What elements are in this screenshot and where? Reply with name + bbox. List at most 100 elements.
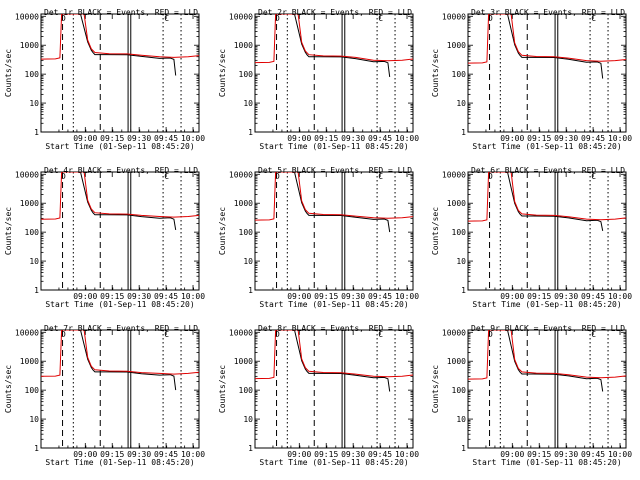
y-tick-label: 10 [456,99,466,108]
x-tick-label: 09:00 [500,134,524,143]
marker-label-c: C [591,172,596,181]
x-tick-label: 09:45 [581,134,605,143]
y-tick-label: 1000 [20,357,39,366]
y-tick-label: 10 [456,257,466,266]
x-tick-label: 09:00 [73,134,97,143]
x-axis-label: Start Time (01-Sep-11 08:45:20) [472,458,621,467]
x-axis-label: Start Time (01-Sep-11 08:45:20) [259,142,408,151]
marker-label-d: D [61,14,66,23]
x-tick-label: 09:30 [341,134,365,143]
y-tick-label: 100 [239,70,254,79]
y-tick-label: 1000 [20,199,39,208]
marker-label-c: C [164,330,169,339]
x-tick-label: 09:30 [341,450,365,459]
marker-label-c: C [378,330,383,339]
panel-title: Det 5r BLACK = Events, RED = LLD [258,166,412,175]
x-tick-label: 10:00 [181,292,205,301]
x-axis-label: Start Time (01-Sep-11 08:45:20) [45,300,194,309]
y-tick-label: 100 [452,386,467,395]
x-tick-label: 09:45 [368,450,392,459]
y-tick-label: 1000 [447,199,466,208]
chart-panel-6: 1 10 100 1000 10000 09:00 09:15 09:30 09:45 10:00… [431,166,632,309]
y-tick-label: 10 [29,415,39,424]
y-axis-label: Counts/sec [4,365,13,413]
y-tick-label: 1 [34,286,39,295]
y-tick-label: 10000 [15,12,39,21]
events-series-line [507,14,604,79]
x-tick-label: 09:00 [287,450,311,459]
y-tick-label: 1000 [20,41,39,50]
y-axis-label: Counts/sec [431,365,440,413]
x-tick-label: 09:30 [127,134,151,143]
chart-panel-8: 1 10 100 1000 10000 09:00 09:15 09:30 09:45 10:00… [218,324,419,467]
y-tick-label: 100 [25,386,40,395]
marker-label-d: D [61,330,66,339]
x-tick-label: 09:15 [527,292,551,301]
x-tick-label: 10:00 [608,292,632,301]
events-series-line [294,330,391,392]
panel-title: Det 2r BLACK = Events, RED = LLD [258,8,412,17]
plot-frame [40,171,200,291]
plot-frame [40,329,200,449]
y-tick-label: 10000 [15,170,39,179]
y-axis-label: Counts/sec [218,207,227,255]
x-axis-label: Start Time (01-Sep-11 08:45:20) [259,300,408,309]
y-axis-label: Counts/sec [218,49,227,97]
marker-label-d: D [275,14,280,23]
y-tick-label: 1000 [234,199,253,208]
plot-frame [254,13,414,133]
marker-label-d: D [488,14,493,23]
x-tick-label: 09:45 [154,292,178,301]
x-tick-label: 09:30 [127,292,151,301]
x-tick-label: 09:15 [100,134,124,143]
y-tick-label: 10 [243,257,253,266]
y-tick-label: 100 [25,70,40,79]
y-axis-label: Counts/sec [431,207,440,255]
marker-label-c: C [378,14,383,23]
y-tick-label: 10 [456,415,466,424]
x-tick-label: 09:15 [527,134,551,143]
plot-frame [467,13,627,133]
marker-label-d: D [488,330,493,339]
plot-frame [467,171,627,291]
x-tick-label: 09:45 [154,450,178,459]
panel-title: Det 7r BLACK = Events, RED = LLD [44,324,198,333]
y-tick-label: 1 [248,286,253,295]
chart-panel-9: 1 10 100 1000 10000 09:00 09:15 09:30 09:45 10:00… [431,324,632,467]
lld-series-line [41,330,199,377]
x-tick-label: 09:15 [314,134,338,143]
x-tick-label: 09:15 [100,292,124,301]
chart-panel-5: 1 10 100 1000 10000 09:00 09:15 09:30 09:45 10:00… [218,166,419,309]
y-tick-label: 10 [29,99,39,108]
x-tick-label: 09:15 [527,450,551,459]
y-tick-label: 100 [239,386,254,395]
y-tick-label: 10 [243,415,253,424]
marker-label-d: D [275,172,280,181]
marker-label-c: C [591,330,596,339]
panel-title: Det 9r BLACK = Events, RED = LLD [471,324,625,333]
x-tick-label: 09:00 [73,450,97,459]
y-tick-label: 100 [25,228,40,237]
panel-title: Det 4r BLACK = Events, RED = LLD [44,166,198,175]
events-series-line [507,330,604,392]
x-tick-label: 09:45 [368,292,392,301]
y-tick-label: 1000 [234,357,253,366]
panel-title: Det 6r BLACK = Events, RED = LLD [471,166,625,175]
panel-title: Det 3r BLACK = Events, RED = LLD [471,8,625,17]
events-series-line [294,172,391,233]
y-tick-label: 1000 [447,41,466,50]
y-axis-label: Counts/sec [218,365,227,413]
y-tick-label: 100 [239,228,254,237]
lld-series-line [41,14,199,60]
x-tick-label: 09:00 [500,292,524,301]
marker-label-d: D [275,330,280,339]
chart-panel-7: 1 10 100 1000 10000 09:00 09:15 09:30 09:45 10:00… [4,324,205,467]
x-tick-label: 10:00 [181,134,205,143]
marker-label-c: C [164,172,169,181]
y-tick-label: 1 [248,128,253,137]
y-axis-label: Counts/sec [4,49,13,97]
plot-frame [254,329,414,449]
x-tick-label: 09:45 [581,292,605,301]
y-tick-label: 10000 [229,12,253,21]
y-tick-label: 1 [34,128,39,137]
